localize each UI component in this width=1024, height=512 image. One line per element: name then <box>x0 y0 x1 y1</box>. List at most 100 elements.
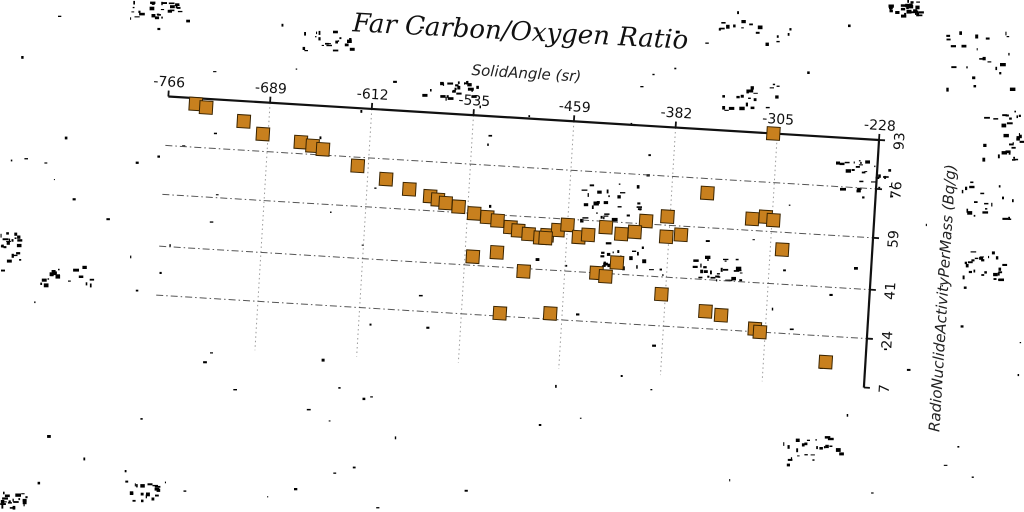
noise-speck <box>3 501 7 503</box>
noise-speck <box>997 154 1000 159</box>
noise-speck <box>998 267 1002 271</box>
noise-speck <box>859 180 864 183</box>
noise-speck <box>302 46 306 50</box>
noise-speck <box>600 215 603 219</box>
noise-speck <box>916 10 919 14</box>
noise-speck <box>16 252 21 255</box>
noise-speck <box>888 4 894 8</box>
noise-speck <box>815 439 817 441</box>
noise-speck <box>909 11 916 14</box>
noise-speck <box>1014 110 1016 113</box>
noise-speck <box>89 283 92 288</box>
noise-speck <box>769 87 774 89</box>
noise-speck <box>698 276 703 279</box>
noise-speck <box>73 268 79 272</box>
noise-speck <box>134 16 140 18</box>
noise-speck <box>630 122 633 125</box>
x-tick-label: -689 <box>255 80 288 98</box>
noise-speck <box>369 323 372 326</box>
noise-speck <box>649 269 654 271</box>
noise-speck <box>295 68 298 70</box>
noise-speck <box>34 301 36 304</box>
noise-speck <box>968 270 972 274</box>
noise-speck <box>973 214 976 217</box>
noise-speck <box>528 115 531 118</box>
noise-speck <box>140 492 144 496</box>
noise-speck <box>772 83 776 86</box>
noise-speck <box>617 206 622 208</box>
y-tick-label: 59 <box>885 230 902 249</box>
noise-speck <box>1002 263 1008 266</box>
noise-speck <box>739 279 743 282</box>
noise-speck <box>68 280 71 282</box>
noise-speck <box>1002 217 1009 220</box>
data-point <box>538 230 553 246</box>
noise-speck <box>995 256 999 260</box>
noise-speck <box>888 169 892 172</box>
noise-speck <box>801 443 805 447</box>
x-gridline <box>659 127 677 376</box>
noise-speck <box>961 189 964 194</box>
noise-speck <box>961 44 967 48</box>
noise-speck <box>720 267 723 272</box>
noise-speck <box>106 218 110 221</box>
noise-speck <box>776 40 780 43</box>
data-point <box>490 213 505 229</box>
noise-speck <box>707 258 709 261</box>
noise-speck <box>999 72 1002 75</box>
noise-speck <box>203 361 207 364</box>
noise-speck <box>993 278 997 280</box>
noise-speck <box>804 454 808 456</box>
noise-speck <box>455 84 459 87</box>
noise-speck <box>3 246 7 249</box>
noise-speck <box>971 259 975 262</box>
noise-speck <box>11 253 14 258</box>
noise-speck <box>943 464 948 466</box>
noise-speck <box>135 161 139 164</box>
noise-speck <box>294 488 298 491</box>
gridlines <box>156 102 877 382</box>
noise-speck <box>757 25 763 30</box>
noise-speck <box>636 185 640 189</box>
noise-speck <box>906 6 909 10</box>
noise-speck <box>479 105 481 109</box>
data-point <box>765 126 781 141</box>
noise-speck <box>471 88 473 92</box>
noise-speck <box>775 95 779 99</box>
noise-speck <box>333 472 337 474</box>
noise-speck <box>154 16 160 20</box>
noise-speck <box>950 45 956 48</box>
noise-speck <box>347 39 352 43</box>
noise-speck <box>150 1 156 5</box>
noise-speck <box>422 93 428 97</box>
noise-speck <box>597 190 602 194</box>
noise-speck <box>636 206 642 208</box>
noise-speck <box>913 9 918 13</box>
noise-speck <box>998 271 1003 274</box>
noise-speck <box>982 157 986 162</box>
noise-speck <box>23 502 25 507</box>
noise-speck <box>306 408 311 411</box>
noise-speck <box>1011 146 1016 149</box>
noise-speck <box>1013 156 1015 159</box>
noise-speck <box>975 34 979 39</box>
noise-speck <box>130 17 132 20</box>
noise-speck <box>715 275 720 278</box>
noise-speck <box>476 85 479 89</box>
noise-speck <box>895 11 900 14</box>
noise-speck <box>580 218 584 223</box>
noise-speck <box>855 166 860 168</box>
noise-speck <box>440 81 444 86</box>
noise-speck <box>858 164 863 166</box>
data-point <box>401 181 417 197</box>
noise-speck <box>962 275 965 280</box>
noise-speck <box>675 30 680 34</box>
noise-speck <box>168 2 175 5</box>
noise-speck <box>737 269 742 272</box>
noise-speck <box>603 215 609 217</box>
noise-speck <box>906 368 911 371</box>
noise-speck <box>145 494 147 499</box>
noise-speck <box>617 195 621 199</box>
noise-speck <box>904 12 907 16</box>
data-point <box>516 263 532 279</box>
